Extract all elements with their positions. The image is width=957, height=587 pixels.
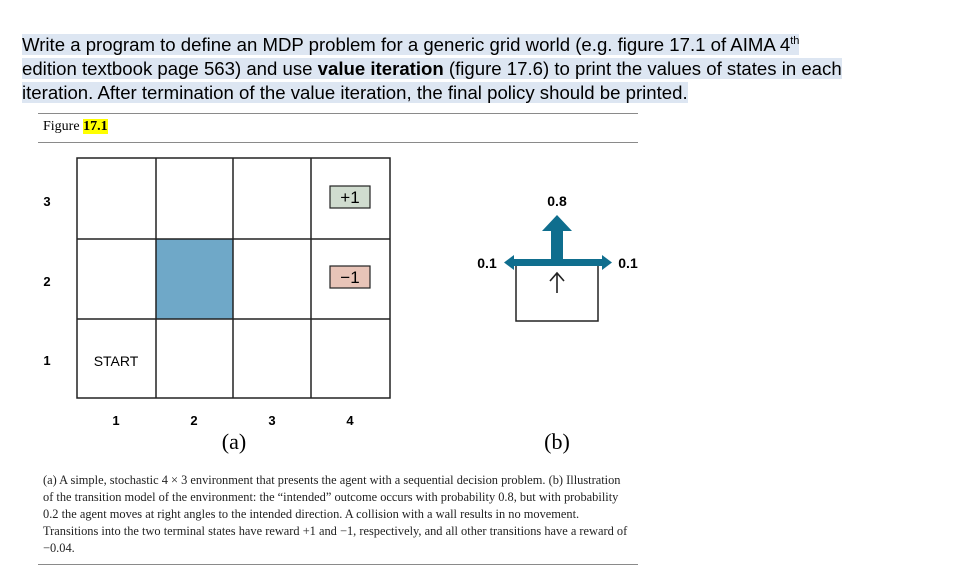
prob-left-label: 0.1 bbox=[477, 255, 497, 271]
row-label-2: 2 bbox=[43, 274, 50, 289]
task-text-1: Write a program to define an MDP problem… bbox=[22, 34, 791, 55]
transition-model: 0.8 0.1 0.1 (b) bbox=[477, 193, 638, 454]
wall-cell bbox=[156, 239, 233, 319]
plus-reward-box bbox=[329, 185, 371, 209]
col-label-1: 1 bbox=[112, 413, 119, 428]
prob-right-label: 0.1 bbox=[618, 255, 638, 271]
task-superscript: th bbox=[790, 35, 800, 47]
prob-up-label: 0.8 bbox=[547, 193, 567, 209]
figure-bottom-rule bbox=[38, 564, 638, 565]
task-bold-term: value iteration bbox=[317, 58, 444, 79]
figure-label: Figure 17.1 bbox=[43, 119, 108, 135]
subfigure-b-label: (b) bbox=[544, 429, 570, 454]
figure-label-rule bbox=[38, 142, 638, 143]
arrow-right-icon bbox=[557, 255, 612, 270]
arrow-up-icon bbox=[542, 215, 572, 264]
row-label-3: 3 bbox=[43, 194, 50, 209]
figure-top-rule bbox=[38, 113, 638, 114]
arrow-left-icon bbox=[504, 255, 557, 270]
task-text-2: edition textbook page 563) and use bbox=[22, 58, 318, 79]
plus-reward-label: +1 bbox=[340, 188, 359, 207]
col-label-2: 2 bbox=[190, 413, 197, 428]
figure-label-number: 17.1 bbox=[83, 119, 108, 134]
minus-reward-label: −1 bbox=[340, 268, 359, 287]
task-description: Write a program to define an MDP problem… bbox=[22, 33, 852, 105]
grid-lines bbox=[76, 157, 391, 399]
figure-label-prefix: Figure bbox=[43, 119, 84, 134]
row-label-1: 1 bbox=[43, 353, 50, 368]
grid-world: +1 −1 START 3 2 1 1 2 3 4 (a) bbox=[43, 157, 391, 454]
col-label-4: 4 bbox=[346, 413, 354, 428]
col-label-3: 3 bbox=[268, 413, 275, 428]
minus-reward-box bbox=[329, 265, 371, 289]
intended-arrow-icon bbox=[549, 271, 565, 293]
figure-caption: (a) A simple, stochastic 4 × 3 environme… bbox=[43, 473, 628, 555]
subfigure-a-label: (a) bbox=[222, 429, 246, 454]
start-label: START bbox=[94, 353, 139, 369]
